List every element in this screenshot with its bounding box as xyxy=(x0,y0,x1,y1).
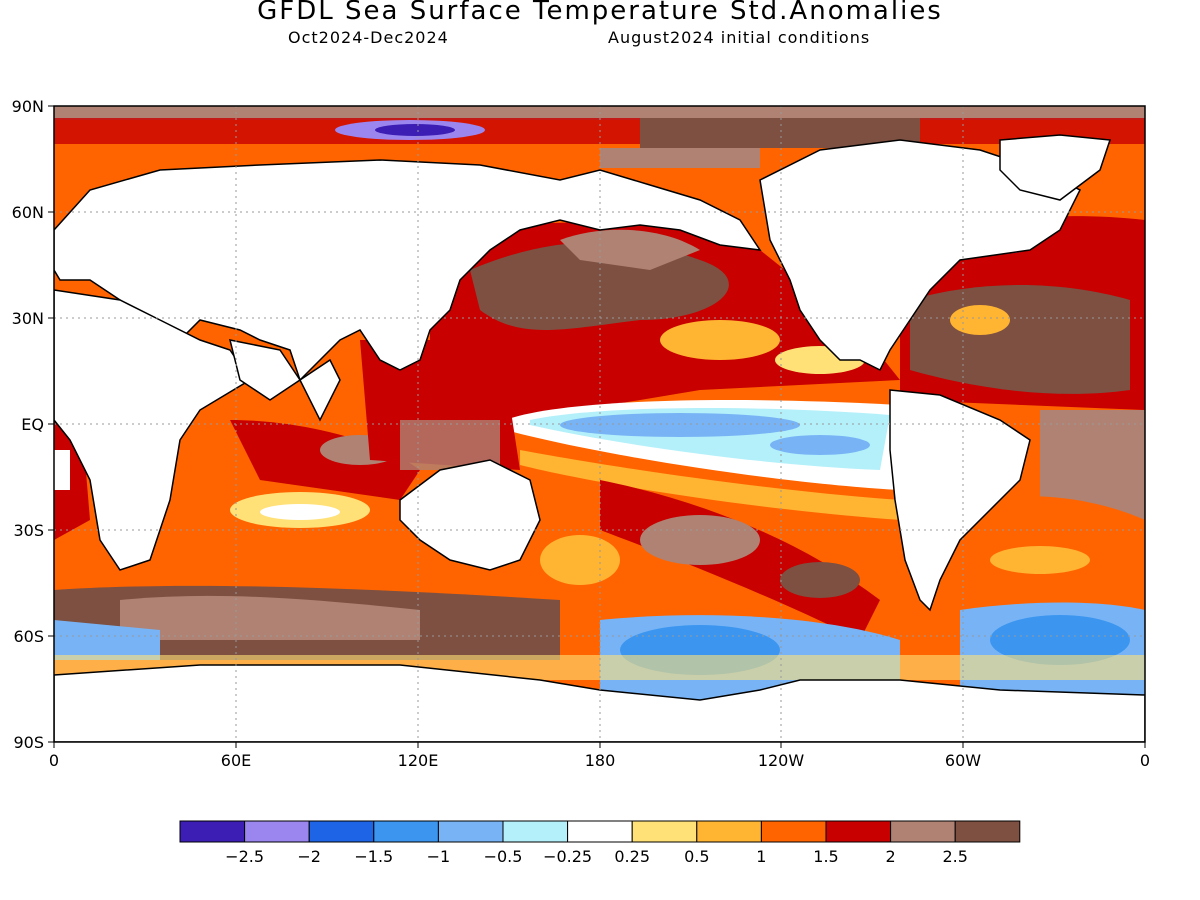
lat-label-eq: EQ xyxy=(21,415,44,434)
forecast-period: Oct2024-Dec2024 xyxy=(288,28,449,47)
colorbar-label-9: 1.5 xyxy=(813,847,838,866)
colorbar-label-10: 2 xyxy=(886,847,896,866)
map-title: GFDL Sea Surface Temperature Std.Anomali… xyxy=(257,0,943,26)
colorbar-swatch-12 xyxy=(954,820,1021,843)
colorbar-swatch-9 xyxy=(760,820,827,843)
colorbar-label-11: 2.5 xyxy=(942,847,967,866)
lat-label-60n: 60N xyxy=(12,203,44,222)
colorbar-label-1: −2 xyxy=(297,847,321,866)
colorbar-label-0: −2.5 xyxy=(225,847,264,866)
colorbar-swatch-0 xyxy=(179,820,246,843)
colorbar: −2.5 −2 −1.5 −1 −0.5 −0.25 0.25 0.5 1 1.5 2 2.5 xyxy=(179,820,1021,866)
colorbar-swatch-7 xyxy=(631,820,698,843)
colorbar-swatch-11 xyxy=(890,820,956,843)
longitude-axis: 0 60E 120E 180 120W 60W 0 xyxy=(49,742,1150,770)
colorbar-label-7: 0.5 xyxy=(684,847,709,866)
colorbar-label-8: 1 xyxy=(756,847,766,866)
colorbar-swatch-6 xyxy=(567,820,633,843)
land-outline xyxy=(54,134,1145,742)
colorbar-swatch-4 xyxy=(437,820,504,843)
colorbar-swatch-5 xyxy=(502,820,569,843)
lon-label-60e: 60E xyxy=(221,751,251,770)
colorbar-swatch-10 xyxy=(825,820,892,843)
colorbar-label-4: −0.5 xyxy=(484,847,523,866)
colorbar-swatch-8 xyxy=(696,820,762,843)
lat-label-60s: 60S xyxy=(13,627,44,646)
lat-label-90s: 90S xyxy=(13,733,44,752)
lon-label-180: 180 xyxy=(585,751,616,770)
graticule xyxy=(54,106,1145,742)
colorbar-label-3: −1 xyxy=(427,847,451,866)
colorbar-label-5: −0.25 xyxy=(543,847,592,866)
colorbar-swatch-1 xyxy=(244,820,310,843)
lat-label-90n: 90N xyxy=(12,97,44,116)
lat-label-30s: 30S xyxy=(13,521,44,540)
colorbar-swatch-2 xyxy=(308,820,375,843)
lon-label-120w: 120W xyxy=(758,751,805,770)
lon-label-60w: 60W xyxy=(945,751,981,770)
lon-label-0-west: 0 xyxy=(49,751,59,770)
colorbar-label-6: 0.25 xyxy=(614,847,650,866)
colorbar-label-2: −1.5 xyxy=(354,847,393,866)
latitude-axis: 90N 60N 30N EQ 30S 60S 90S xyxy=(12,97,54,752)
lat-label-30n: 30N xyxy=(12,309,44,328)
colorbar-swatch-3 xyxy=(373,820,439,843)
lon-label-0-east: 0 xyxy=(1140,751,1150,770)
lon-label-120e: 120E xyxy=(398,751,439,770)
initial-conditions: August2024 initial conditions xyxy=(608,28,871,47)
